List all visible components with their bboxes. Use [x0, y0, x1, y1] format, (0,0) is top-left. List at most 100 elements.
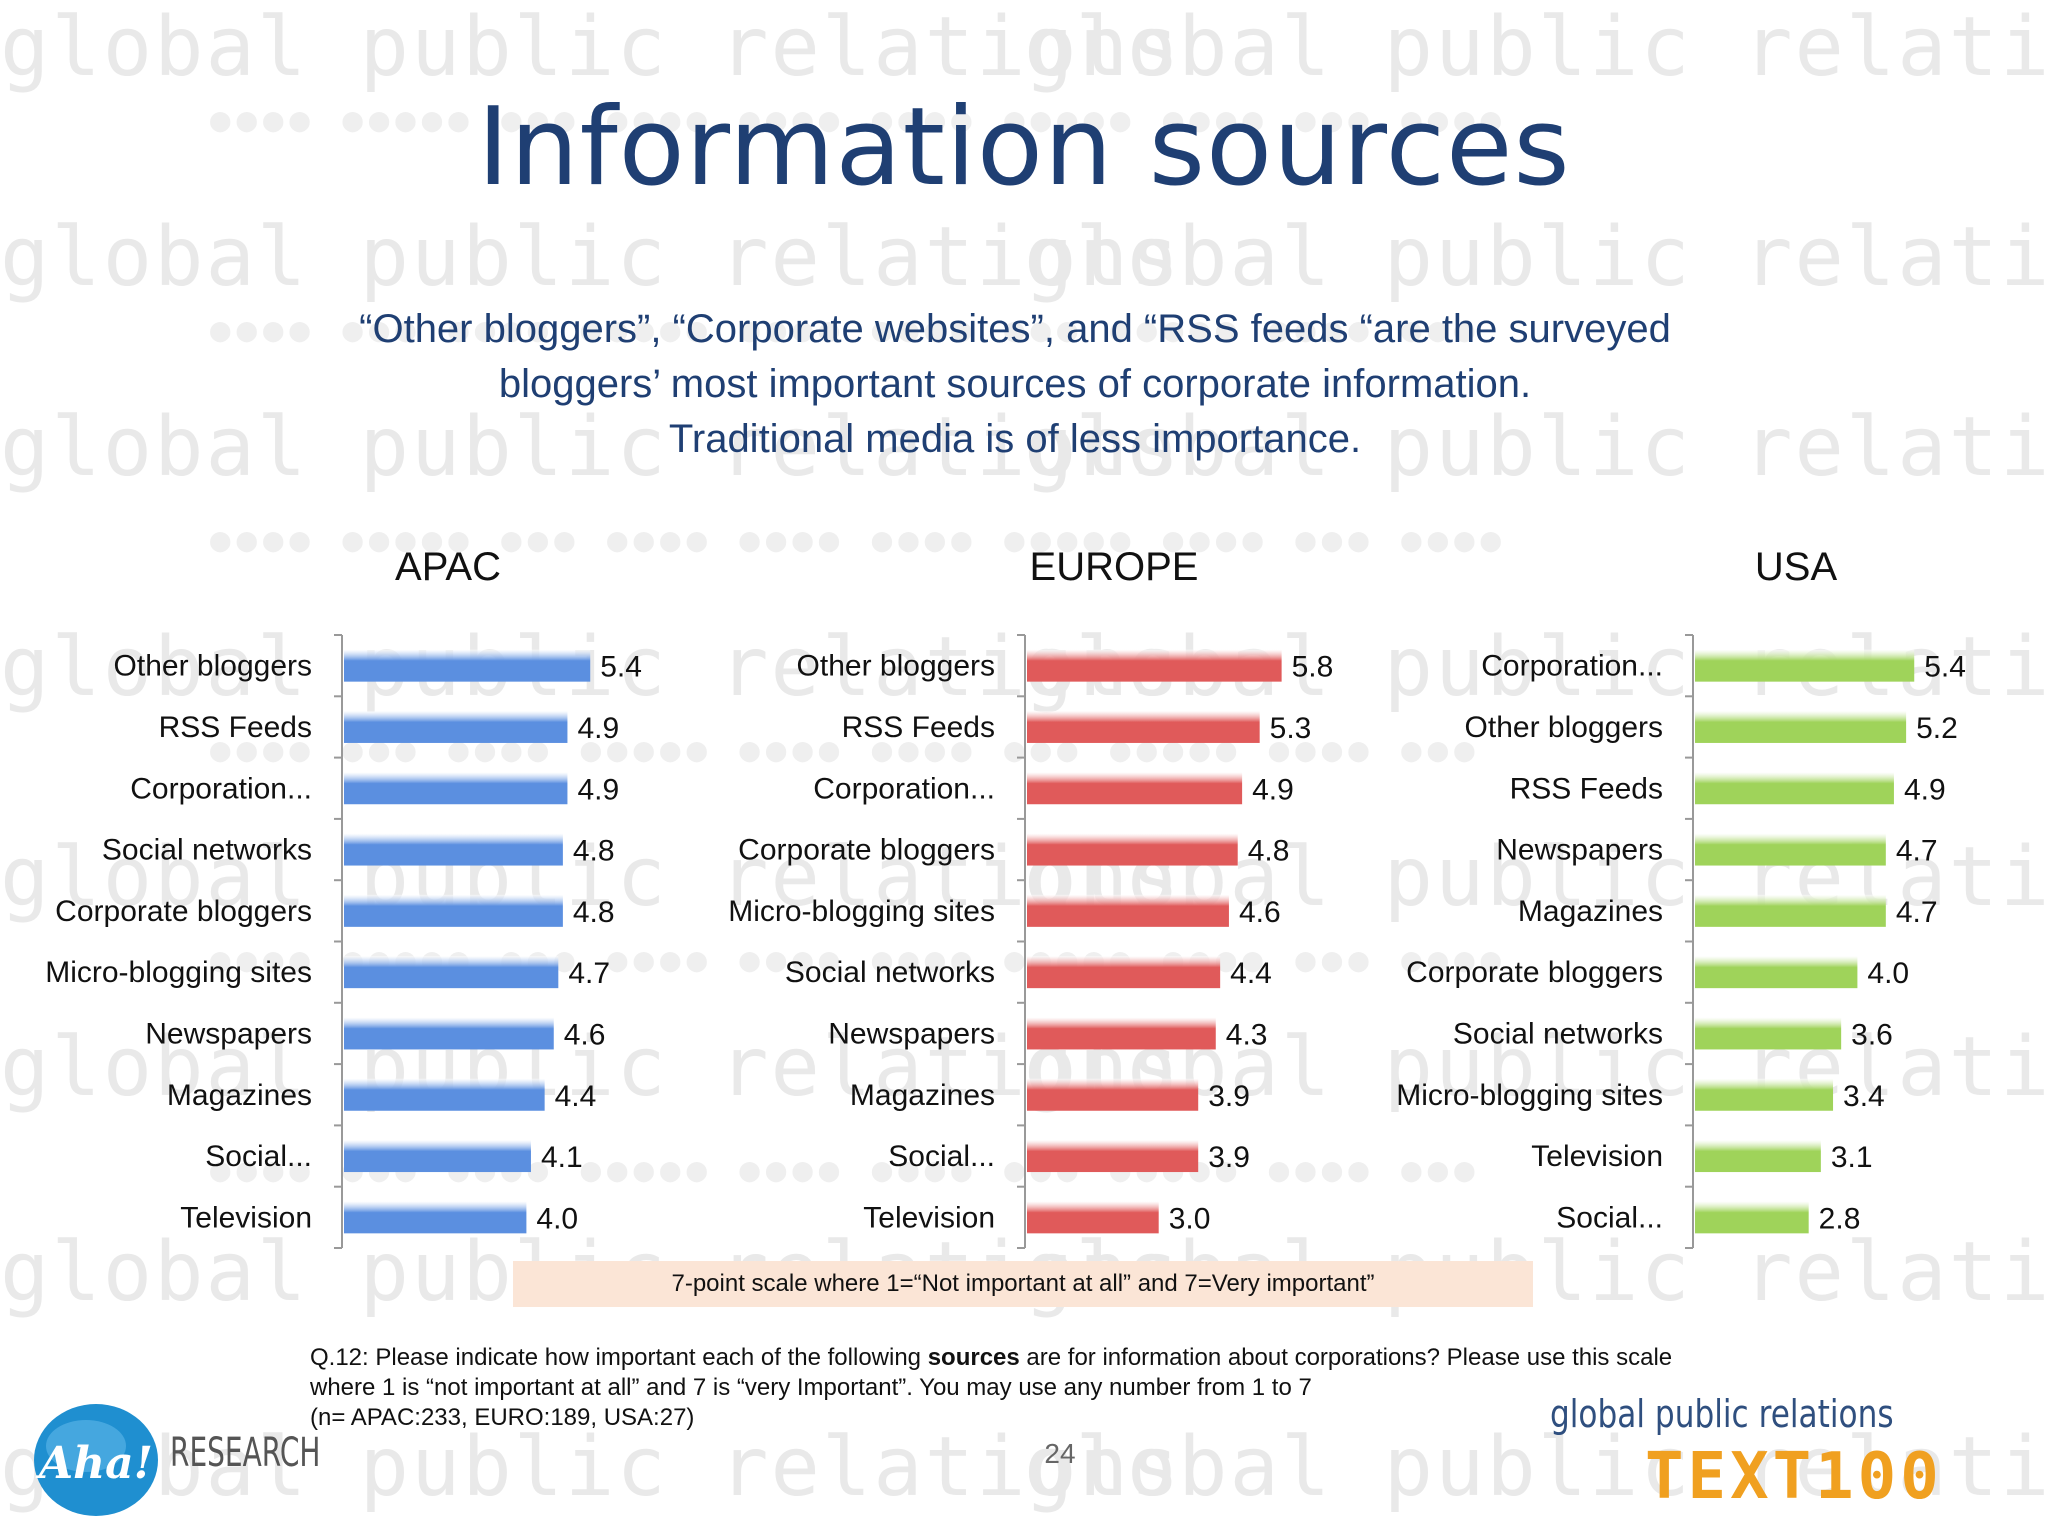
question-part-1: Q.12: Please indicate how important each…: [310, 1344, 928, 1371]
bar-apac: [344, 1017, 554, 1050]
data-label: 4.6: [1239, 896, 1281, 929]
bar-apac: [344, 1201, 527, 1234]
aha-research-logo: Aha!: [34, 1404, 158, 1516]
bar-usa: [1695, 1201, 1809, 1234]
category-label: Newspapers: [1496, 834, 1663, 867]
bar-usa: [1695, 649, 1915, 682]
question-text: Q.12: Please indicate how important each…: [310, 1343, 1790, 1433]
data-label: 4.9: [577, 712, 619, 745]
bar-apac: [344, 1078, 545, 1111]
subtitle-line-1: “Other bloggers”, “Corporate websites”, …: [359, 307, 1671, 351]
bar-apac: [344, 833, 563, 866]
data-label: 4.7: [568, 957, 610, 990]
bar-usa: [1695, 710, 1907, 743]
chart-title-europe: EUROPE: [1030, 545, 1199, 589]
bar-europe: [1027, 1078, 1199, 1111]
data-label: 3.1: [1831, 1141, 1873, 1174]
category-label: Television: [180, 1201, 312, 1234]
chart-title-apac: APAC: [395, 545, 501, 589]
bar-apac: [344, 1140, 531, 1173]
bar-europe: [1027, 1140, 1199, 1173]
data-label: 4.8: [573, 835, 615, 868]
data-label: 4.9: [1252, 773, 1294, 806]
question-line-3: (n= APAC:233, EURO:189, USA:27): [310, 1404, 695, 1431]
bar-usa: [1695, 772, 1894, 805]
category-label: Social networks: [1453, 1017, 1663, 1050]
research-wordmark: RESEARCH: [170, 1430, 321, 1476]
category-label: Corporation...: [813, 772, 995, 805]
bar-usa: [1695, 894, 1886, 927]
bar-apac: [344, 956, 559, 989]
category-label: RSS Feeds: [842, 711, 995, 744]
data-label: 4.8: [1248, 835, 1290, 868]
bar-usa: [1695, 1078, 1834, 1111]
bar-europe: [1027, 649, 1282, 682]
data-label: 4.6: [564, 1018, 606, 1051]
category-label: Television: [1531, 1140, 1663, 1173]
category-label: Corporation...: [1481, 650, 1663, 683]
data-label: 4.7: [1896, 835, 1938, 868]
category-label: Corporation...: [130, 772, 312, 805]
data-label: 4.9: [577, 773, 619, 806]
page-title: Information sources: [477, 85, 1571, 210]
aha-logo-highlight: [46, 1420, 126, 1472]
bar-europe: [1027, 956, 1221, 989]
data-label: 5.3: [1270, 712, 1312, 745]
bar-apac: [344, 649, 591, 682]
data-label: 4.3: [1226, 1018, 1268, 1051]
data-label: 3.9: [1208, 1141, 1250, 1174]
bar-apac: [344, 710, 568, 743]
subtitle: “Other bloggers”, “Corporate websites”, …: [300, 302, 1730, 467]
category-label: Other bloggers: [114, 650, 312, 683]
category-label: Other bloggers: [797, 650, 995, 683]
data-label: 4.0: [1867, 957, 1909, 990]
bar-europe: [1027, 833, 1238, 866]
category-label: Micro-blogging sites: [1396, 1079, 1663, 1112]
data-label: 4.4: [555, 1080, 597, 1113]
aha-logo-text: Aha!: [35, 1438, 153, 1489]
data-label: 4.9: [1904, 773, 1946, 806]
data-label: 3.6: [1851, 1018, 1893, 1051]
bar-europe: [1027, 710, 1260, 743]
page-number: 24: [1044, 1438, 1076, 1469]
category-label: RSS Feeds: [159, 711, 312, 744]
bar-europe: [1027, 1017, 1216, 1050]
data-label: 5.4: [1924, 651, 1966, 684]
category-label: Newspapers: [145, 1017, 312, 1050]
category-label: Television: [863, 1201, 995, 1234]
category-label: Micro-blogging sites: [728, 895, 995, 928]
category-label: RSS Feeds: [1510, 772, 1663, 805]
subtitle-line-2: bloggers’ most important sources of corp…: [498, 362, 1532, 406]
data-label: 4.4: [1230, 957, 1272, 990]
bar-usa: [1695, 956, 1858, 989]
bar-usa: [1695, 1017, 1842, 1050]
data-label: 3.0: [1169, 1202, 1211, 1235]
data-label: 5.8: [1292, 651, 1334, 684]
bar-usa: [1695, 1140, 1821, 1173]
scale-note: 7-point scale where 1=“Not important at …: [513, 1261, 1533, 1307]
question-part-2: are for information about corporations? …: [1019, 1344, 1673, 1371]
data-label: 5.2: [1916, 712, 1958, 745]
category-label: Social...: [1556, 1201, 1663, 1234]
bar-europe: [1027, 772, 1243, 805]
category-label: Magazines: [167, 1079, 312, 1112]
bar-europe: [1027, 894, 1229, 927]
category-label: Corporate bloggers: [55, 895, 312, 928]
category-label: Other bloggers: [1465, 711, 1663, 744]
category-label: Social...: [205, 1140, 312, 1173]
footer-tagline: global public relations: [1550, 1392, 1894, 1436]
bar-apac: [344, 772, 568, 805]
bar-charts: APAC Other bloggers 5.4 RSS Feeds 4.9 Corpora…: [45, 545, 1966, 1249]
bar-usa: [1695, 833, 1886, 866]
category-label: Social networks: [102, 834, 312, 867]
category-label: Corporate bloggers: [1406, 956, 1663, 989]
category-label: Corporate bloggers: [738, 834, 995, 867]
data-label: 4.7: [1896, 896, 1938, 929]
data-label: 2.8: [1819, 1202, 1861, 1235]
category-label: Magazines: [850, 1079, 995, 1112]
question-line-1: Q.12: Please indicate how important each…: [310, 1343, 1790, 1373]
data-label: 4.8: [573, 896, 615, 929]
category-label: Magazines: [1518, 895, 1663, 928]
category-label: Newspapers: [828, 1017, 995, 1050]
chart-title-usa: USA: [1755, 545, 1838, 589]
